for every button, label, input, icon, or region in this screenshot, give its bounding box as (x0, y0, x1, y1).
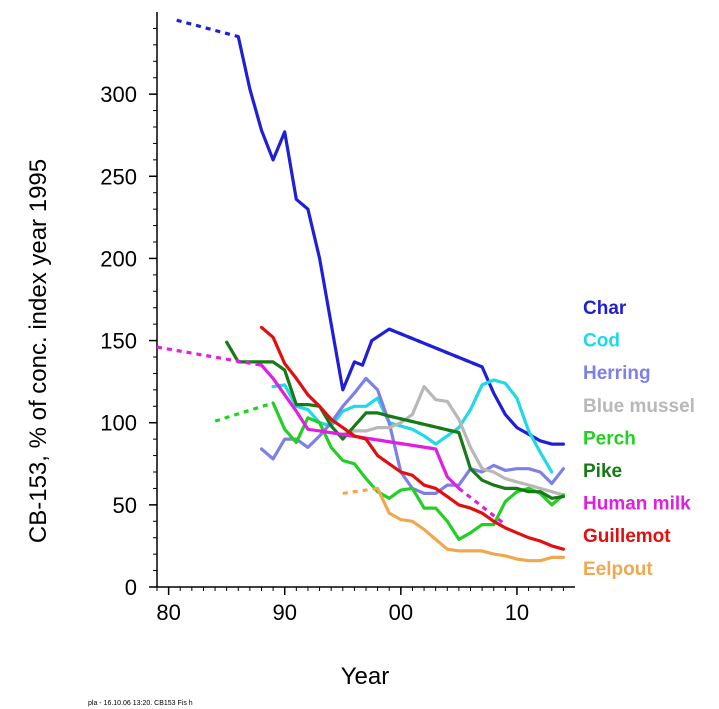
series-dashed-segment (342, 486, 378, 495)
y-tick-label: 250 (100, 164, 137, 189)
y-tick-label: 100 (100, 411, 137, 436)
y-axis-title: CB-153, % of conc. index year 1995 (25, 159, 52, 543)
series-line (341, 385, 566, 497)
y-tick-label: 50 (113, 493, 137, 518)
legend: Char Cod Herring Blue mussel Perch Pike Human … (583, 298, 695, 580)
legend-item: Herring (583, 363, 651, 384)
series-cod (271, 378, 554, 474)
y-tick-label: 200 (100, 246, 137, 271)
series-eelpout (342, 486, 566, 563)
legend-item: Guillemot (583, 526, 671, 547)
series-line (236, 34, 566, 446)
legend-item: Blue mussel (583, 396, 695, 417)
x-tick-label: 90 (272, 600, 296, 625)
series-blue-mussel (341, 385, 566, 497)
series-char (176, 18, 566, 446)
y-tick-label: 150 (100, 329, 137, 354)
series-line (271, 401, 566, 542)
series-human-milk (156, 345, 507, 526)
x-tick-label: 80 (156, 600, 180, 625)
series-line (259, 325, 566, 551)
footer-note: pla - 16.10.06 13:20. CB153 Fis h (88, 700, 193, 707)
y-tick-label: 300 (100, 82, 137, 107)
legend-item: Pike (583, 461, 622, 482)
legend-item: Cod (583, 331, 620, 352)
series-lines (156, 18, 566, 563)
x-tick-label: 10 (505, 600, 529, 625)
series-line (271, 378, 554, 474)
series-line (259, 363, 461, 490)
legend-item: Perch (583, 428, 636, 449)
tick-labels: 0 50 100 150 200 250 300 80 90 00 10 (100, 82, 529, 625)
x-tick-label: 00 (389, 600, 413, 625)
series-dashed-segment (176, 18, 239, 39)
series-dashed-segment (156, 345, 262, 367)
legend-item: Char (583, 298, 627, 319)
series-perch (214, 401, 566, 542)
x-axis-title: Year (341, 663, 390, 690)
legend-item: Eelpout (583, 559, 653, 580)
series-dashed-segment (214, 401, 274, 423)
series-line (225, 340, 566, 500)
y-tick-label: 0 (125, 575, 137, 600)
series-pike (225, 340, 566, 500)
series-guillemot (259, 325, 566, 551)
series-line (376, 486, 566, 563)
axes (149, 12, 575, 595)
legend-item: Human milk (583, 494, 691, 515)
